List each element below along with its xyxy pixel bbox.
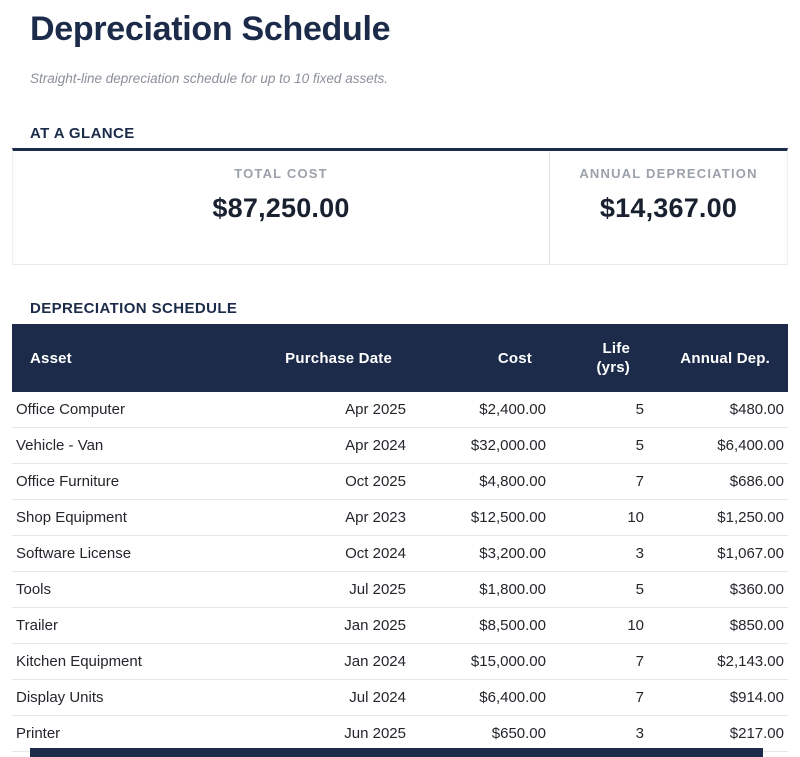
table-row: Tools Jul 2025 $1,800.00 5 $360.00 xyxy=(12,571,788,608)
column-header: Life (yrs) xyxy=(550,324,648,392)
table-cell: Display Units xyxy=(12,679,262,716)
table-cell: Apr 2025 xyxy=(262,392,410,428)
depreciation-schedule-heading: DEPRECIATION SCHEDULE xyxy=(30,300,238,317)
column-header: Asset xyxy=(12,324,262,392)
table-cell: Software License xyxy=(12,535,262,572)
table-cell: $1,067.00 xyxy=(648,535,788,572)
table-cell: Apr 2024 xyxy=(262,427,410,464)
table-cell: $686.00 xyxy=(648,463,788,500)
table-row: Display Units Jul 2024 $6,400.00 7 $914.00 xyxy=(12,679,788,716)
table-cell: $6,400.00 xyxy=(648,427,788,464)
table-cell: Trailer xyxy=(12,607,262,644)
table-cell: $6,400.00 xyxy=(410,679,550,716)
table-cell: Jul 2024 xyxy=(262,679,410,716)
column-header: Annual Dep. xyxy=(648,324,788,392)
table-row: Office Computer Apr 2025 $2,400.00 5 $480.00 xyxy=(12,392,788,428)
table-cell: 10 xyxy=(550,499,648,536)
table-cell: Office Furniture xyxy=(12,463,262,500)
table-cell: Kitchen Equipment xyxy=(12,643,262,680)
table-cell: $3,200.00 xyxy=(410,535,550,572)
table-cell: $217.00 xyxy=(648,715,788,752)
table-cell: Jun 2025 xyxy=(262,715,410,752)
table-row: Printer Jun 2025 $650.00 3 $217.00 xyxy=(12,715,788,752)
table-cell: Jan 2024 xyxy=(262,643,410,680)
table-row: Office Furniture Oct 2025 $4,800.00 7 $686.0… xyxy=(12,463,788,500)
table-cell: Printer xyxy=(12,715,262,752)
table-cell: $2,400.00 xyxy=(410,392,550,428)
stat-card: ANNUAL DEPRECIATION $14,367.00 xyxy=(549,151,787,264)
table-cell: $650.00 xyxy=(410,715,550,752)
table-row: Trailer Jan 2025 $8,500.00 10 $850.00 xyxy=(12,607,788,644)
table-row: Vehicle - Van Apr 2024 $32,000.00 5 $6,400.0… xyxy=(12,427,788,464)
table-cell: $12,500.00 xyxy=(410,499,550,536)
page-subtitle: Straight-line depreciation schedule for … xyxy=(30,71,388,86)
table-cell: Tools xyxy=(12,571,262,608)
at-a-glance-panel: TOTAL COST $87,250.00 ANNUAL DEPRECIATION $… xyxy=(12,148,788,265)
page-title: Depreciation Schedule xyxy=(30,10,391,48)
table-cell: $360.00 xyxy=(648,571,788,608)
table-row: Software License Oct 2024 $3,200.00 3 $1,067… xyxy=(12,535,788,572)
table-cell: $914.00 xyxy=(648,679,788,716)
table-cell: $8,500.00 xyxy=(410,607,550,644)
stat-label: ANNUAL DEPRECIATION xyxy=(579,166,758,181)
table-cell: 7 xyxy=(550,643,648,680)
table-cell: 3 xyxy=(550,715,648,752)
depreciation-table: Asset Purchase Date Cost Life (yrs) Annual D… xyxy=(12,324,788,752)
table-cell: $15,000.00 xyxy=(410,643,550,680)
table-cell: Apr 2023 xyxy=(262,499,410,536)
table-cell: 10 xyxy=(550,607,648,644)
table-cell: $850.00 xyxy=(648,607,788,644)
table-cell: $2,143.00 xyxy=(648,643,788,680)
at-a-glance-heading: AT A GLANCE xyxy=(30,125,135,142)
table-row: Kitchen Equipment Jan 2024 $15,000.00 7 $2,1… xyxy=(12,643,788,680)
table-cell: $480.00 xyxy=(648,392,788,428)
table-header-row: Asset Purchase Date Cost Life (yrs) Annual D… xyxy=(12,324,788,392)
table-cell: 7 xyxy=(550,463,648,500)
table-cell: Oct 2025 xyxy=(262,463,410,500)
table-cell: Office Computer xyxy=(12,392,262,428)
table-cell: Shop Equipment xyxy=(12,499,262,536)
stat-card: TOTAL COST $87,250.00 xyxy=(13,151,549,264)
stat-value: $14,367.00 xyxy=(599,193,738,223)
table-cell: $32,000.00 xyxy=(410,427,550,464)
table-cell: Vehicle - Van xyxy=(12,427,262,464)
table-cell: 5 xyxy=(550,427,648,464)
table-cell: $4,800.00 xyxy=(410,463,550,500)
stat-label: TOTAL COST xyxy=(234,166,328,181)
table-cell: $1,250.00 xyxy=(648,499,788,536)
table-cell: Jul 2025 xyxy=(262,571,410,608)
column-header: Purchase Date xyxy=(262,324,410,392)
table-cell: Oct 2024 xyxy=(262,535,410,572)
cutoff-bottom-bar xyxy=(30,748,763,757)
table-cell: 5 xyxy=(550,392,648,428)
table-cell: 3 xyxy=(550,535,648,572)
table-cell: 7 xyxy=(550,679,648,716)
table-cell: 5 xyxy=(550,571,648,608)
table-cell: Jan 2025 xyxy=(262,607,410,644)
stat-value: $87,250.00 xyxy=(212,193,350,223)
table-row: Shop Equipment Apr 2023 $12,500.00 10 $1,250… xyxy=(12,499,788,536)
table-cell: $1,800.00 xyxy=(410,571,550,608)
column-header: Cost xyxy=(410,324,550,392)
